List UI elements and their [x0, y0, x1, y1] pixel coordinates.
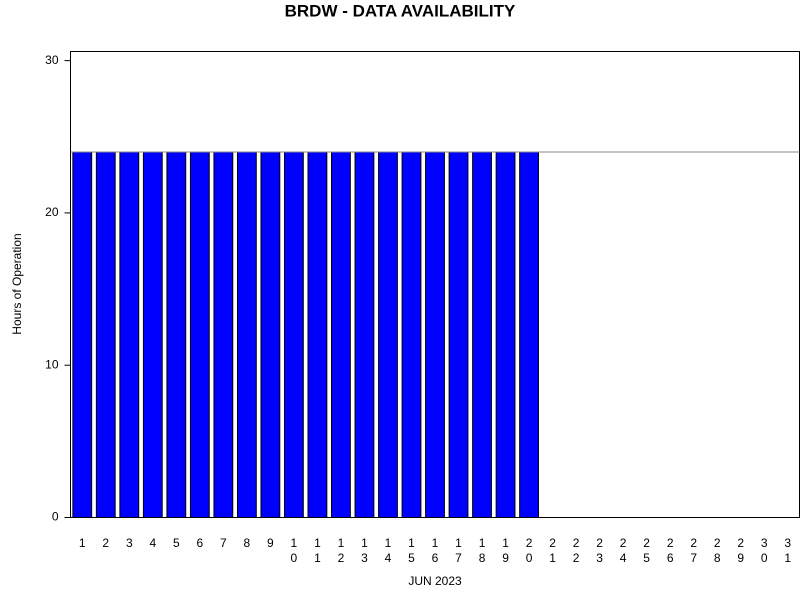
x-axis-label: JUN 2023 [408, 574, 462, 588]
bar [142, 151, 163, 519]
bar [236, 151, 257, 519]
x-tick-label: 15 [404, 536, 418, 566]
x-tick-label: 10 [287, 536, 301, 566]
bar [166, 151, 187, 519]
x-tick-label: 20 [522, 536, 536, 566]
bar [495, 151, 516, 519]
x-tick-label: 26 [663, 536, 677, 566]
bar [72, 151, 93, 519]
x-tick-label: 6 [193, 536, 207, 551]
x-tick-label: 4 [146, 536, 160, 551]
x-tick-label: 13 [357, 536, 371, 566]
chart-title: BRDW - DATA AVAILABILITY [285, 1, 516, 20]
x-tick-label: 21 [546, 536, 560, 566]
x-tick-label: 23 [593, 536, 607, 566]
bar [378, 151, 398, 519]
x-tick-label: 25 [640, 536, 654, 566]
x-tick-label: 5 [169, 536, 183, 551]
bar [189, 151, 210, 519]
x-tick-label: 17 [452, 536, 466, 566]
y-axis-label: Hours of Operation [10, 233, 24, 334]
x-tick-label: 11 [310, 536, 324, 566]
bar [354, 151, 375, 519]
bar [213, 151, 234, 519]
bar [448, 151, 469, 519]
x-tick-label: 2 [99, 536, 113, 551]
x-tick-label: 19 [499, 536, 513, 566]
x-tick-label: 31 [781, 536, 795, 566]
bar [307, 151, 328, 519]
x-tick-label: 12 [334, 536, 348, 566]
bar [119, 151, 140, 519]
y-tick-label: 10 [45, 357, 59, 371]
x-tick-label: 29 [734, 536, 748, 566]
x-tick-label: 1 [75, 536, 89, 551]
bar [472, 151, 492, 519]
bar [425, 151, 445, 519]
bar [401, 151, 422, 519]
x-tick-label: 27 [687, 536, 701, 566]
x-tick-label: 8 [240, 536, 254, 551]
y-tick-label: 20 [45, 205, 59, 219]
x-tick-label: 7 [216, 536, 230, 551]
y-tick-label: 0 [52, 510, 59, 524]
x-tick-label: 30 [757, 536, 771, 566]
x-tick-label: 16 [428, 536, 442, 566]
x-tick-label: 18 [475, 536, 489, 566]
x-tick-label: 24 [616, 536, 630, 566]
bar [519, 151, 539, 519]
x-tick-label: 22 [569, 536, 583, 566]
x-tick-label: 14 [381, 536, 395, 566]
bar [95, 151, 116, 519]
bar [260, 151, 281, 519]
bar [283, 151, 304, 519]
y-tick-label: 30 [45, 53, 59, 67]
x-tick-label: 3 [122, 536, 136, 551]
x-tick-label: 9 [263, 536, 277, 551]
x-tick-label: 28 [710, 536, 724, 566]
bar [331, 151, 351, 519]
